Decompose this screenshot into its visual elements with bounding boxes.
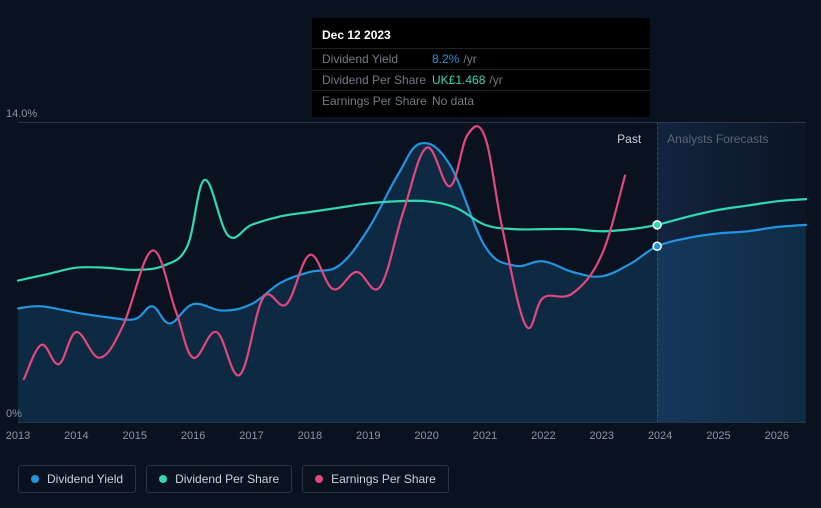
x-tick: 2022 [531, 430, 555, 442]
marker-dot-dividend_per_share [653, 221, 661, 229]
legend-dot-icon [159, 475, 167, 483]
tooltip-value: No data [432, 94, 474, 108]
legend-label: Dividend Per Share [175, 472, 279, 486]
x-tick: 2017 [239, 430, 263, 442]
x-tick: 2014 [64, 430, 88, 442]
x-tick: 2025 [706, 430, 730, 442]
legend-item[interactable]: Earnings Per Share [302, 465, 449, 493]
tooltip-label: Dividend Yield [322, 52, 432, 66]
legend-item[interactable]: Dividend Per Share [146, 465, 292, 493]
gridline-bottom [18, 422, 806, 423]
tooltip-suffix: /yr [463, 52, 476, 66]
x-tick: 2015 [122, 430, 146, 442]
legend: Dividend Yield Dividend Per Share Earnings… [18, 465, 449, 493]
chart-tooltip: Dec 12 2023 Dividend Yield8.2%/yrDividen… [312, 18, 650, 117]
legend-label: Dividend Yield [47, 472, 123, 486]
x-tick: 2016 [181, 430, 205, 442]
tooltip-label: Earnings Per Share [322, 94, 432, 108]
chart-svg [18, 122, 806, 422]
chart-area: Past Analysts Forecasts [18, 122, 806, 422]
tooltip-label: Dividend Per Share [322, 73, 432, 87]
x-tick: 2019 [356, 430, 380, 442]
x-tick: 2020 [414, 430, 438, 442]
x-tick: 2013 [6, 430, 30, 442]
legend-label: Earnings Per Share [331, 472, 436, 486]
tooltip-row: Dividend Per ShareUK£1.468/yr [312, 69, 650, 90]
tooltip-row: Earnings Per ShareNo data [312, 90, 650, 111]
marker-dot-dividend_yield [653, 242, 661, 250]
tooltip-row: Dividend Yield8.2% /yr [312, 48, 650, 69]
y-tick-max: 14.0% [6, 108, 37, 120]
legend-dot-icon [315, 475, 323, 483]
x-tick: 2024 [648, 430, 672, 442]
tooltip-value: UK£1.468 [432, 73, 485, 87]
legend-item[interactable]: Dividend Yield [18, 465, 136, 493]
x-tick: 2021 [473, 430, 497, 442]
tooltip-value: 8.2% [432, 52, 459, 66]
x-tick: 2018 [298, 430, 322, 442]
tooltip-date: Dec 12 2023 [312, 24, 650, 48]
x-axis: 2013201420152016201720182019202020212022… [18, 430, 806, 450]
x-tick: 2023 [589, 430, 613, 442]
tooltip-suffix: /yr [489, 73, 502, 87]
legend-dot-icon [31, 475, 39, 483]
x-tick: 2026 [765, 430, 789, 442]
